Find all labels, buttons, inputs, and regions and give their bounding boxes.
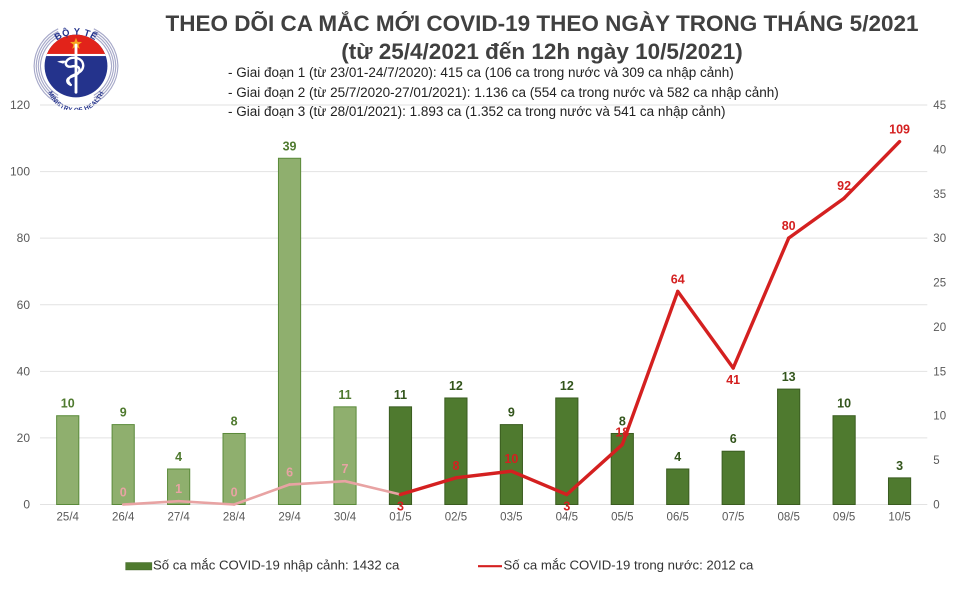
svg-text:92: 92	[837, 179, 851, 193]
svg-text:6: 6	[730, 432, 737, 446]
svg-text:80: 80	[782, 219, 796, 233]
svg-text:41: 41	[726, 373, 740, 387]
svg-text:02/5: 02/5	[445, 512, 467, 524]
svg-text:Số ca mắc COVID-19 trong nước:: Số ca mắc COVID-19 trong nước: 2012 ca	[504, 558, 755, 573]
svg-text:08/5: 08/5	[777, 512, 799, 524]
svg-text:40: 40	[933, 144, 946, 156]
svg-text:6: 6	[286, 466, 293, 480]
svg-text:80: 80	[17, 231, 31, 245]
svg-text:9: 9	[120, 406, 127, 420]
svg-text:12: 12	[560, 379, 574, 393]
svg-text:0: 0	[23, 498, 30, 512]
svg-text:8: 8	[231, 414, 238, 428]
svg-text:40: 40	[17, 364, 31, 378]
svg-text:64: 64	[671, 272, 685, 286]
svg-text:30: 30	[933, 233, 946, 245]
svg-text:30/4: 30/4	[334, 512, 357, 524]
svg-text:7: 7	[342, 462, 349, 476]
svg-text:25: 25	[933, 278, 946, 290]
svg-text:20: 20	[933, 322, 946, 334]
svg-text:4: 4	[674, 450, 681, 464]
svg-text:3: 3	[896, 459, 903, 473]
svg-text:45: 45	[933, 100, 946, 112]
svg-text:09/5: 09/5	[833, 512, 855, 524]
svg-text:13: 13	[782, 370, 796, 384]
svg-text:18: 18	[615, 426, 629, 440]
svg-text:100: 100	[10, 165, 30, 179]
svg-text:20: 20	[17, 431, 31, 445]
svg-text:0: 0	[120, 486, 127, 500]
svg-text:5: 5	[933, 455, 939, 467]
svg-text:10: 10	[504, 452, 518, 466]
svg-text:27/4: 27/4	[167, 512, 190, 524]
svg-text:8: 8	[452, 459, 459, 473]
svg-text:15: 15	[933, 366, 946, 378]
svg-text:01/5: 01/5	[389, 512, 411, 524]
svg-text:9: 9	[508, 406, 515, 420]
svg-text:10/5: 10/5	[888, 512, 910, 524]
svg-text:0: 0	[231, 486, 238, 500]
svg-text:25/4: 25/4	[57, 512, 80, 524]
svg-text:109: 109	[889, 123, 910, 137]
svg-text:120: 120	[10, 98, 30, 112]
svg-text:06/5: 06/5	[667, 512, 689, 524]
svg-text:10: 10	[61, 397, 75, 411]
svg-text:0: 0	[933, 500, 939, 512]
svg-text:12: 12	[449, 379, 463, 393]
svg-text:11: 11	[338, 388, 351, 402]
svg-text:35: 35	[933, 189, 946, 201]
svg-text:03/5: 03/5	[500, 512, 522, 524]
svg-text:Số ca mắc COVID-19 nhập cảnh:: Số ca mắc COVID-19 nhập cảnh: 1432 ca	[153, 558, 400, 573]
svg-text:1: 1	[175, 482, 182, 496]
svg-text:05/5: 05/5	[611, 512, 633, 524]
svg-text:39: 39	[283, 139, 297, 153]
svg-text:29/4: 29/4	[278, 512, 301, 524]
svg-text:04/5: 04/5	[556, 512, 578, 524]
svg-text:28/4: 28/4	[223, 512, 246, 524]
svg-text:60: 60	[17, 298, 31, 312]
svg-text:10: 10	[933, 411, 946, 423]
svg-text:11: 11	[394, 388, 407, 402]
svg-text:07/5: 07/5	[722, 512, 744, 524]
svg-text:10: 10	[837, 397, 851, 411]
svg-text:26/4: 26/4	[112, 512, 135, 524]
svg-text:4: 4	[175, 450, 182, 464]
